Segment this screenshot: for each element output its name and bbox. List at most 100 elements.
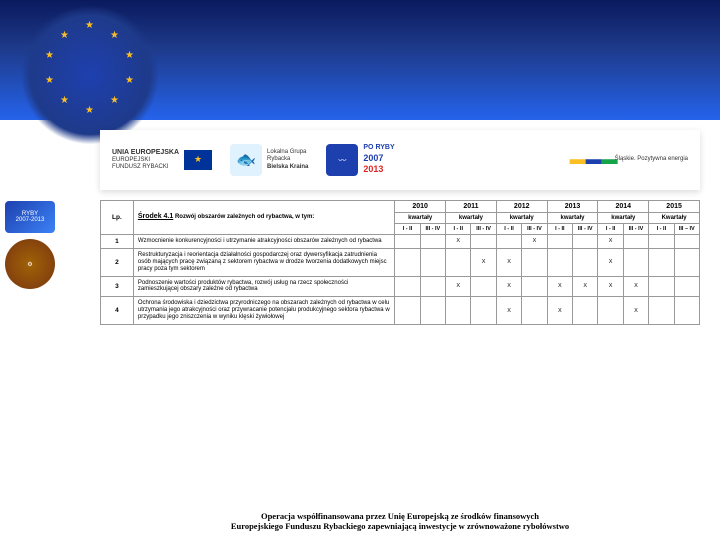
x-cell <box>395 248 420 276</box>
subcol: III - IV <box>522 224 547 235</box>
x-cell: X <box>471 248 496 276</box>
sidebar-badge-ryby: RYBY2007-2013 <box>5 201 55 233</box>
x-cell: X <box>496 276 521 297</box>
subcol: III – IV <box>674 224 699 235</box>
subcol: III - IV <box>471 224 496 235</box>
kw-2014: kwartały <box>598 213 649 224</box>
x-cell <box>420 235 445 249</box>
desc-cell: Restrukturyzacja i reorientacja działaln… <box>133 248 394 276</box>
desc-cell: Ochrona środowiska i dziedzictwa przyrod… <box>133 297 394 325</box>
x-cell: X <box>522 235 547 249</box>
year-2012: 2012 <box>496 201 547 213</box>
logo-slaskie: ▬▬▬ Śląskie. Pozytywna energia <box>578 144 688 176</box>
x-cell <box>649 297 674 325</box>
x-cell <box>471 297 496 325</box>
x-cell <box>674 248 699 276</box>
srodek-rest: Rozwój obszarów zależnych od rybactwa, w… <box>173 214 314 220</box>
x-cell: X <box>598 276 623 297</box>
x-cell <box>395 276 420 297</box>
main-table: Lp. Środek 4.1 Rozwój obszarów zależnych… <box>100 200 700 325</box>
x-cell <box>471 276 496 297</box>
srodek-bold: Środek 4.1 <box>138 213 173 220</box>
logo-bar: UNIA EUROPEJSKA EUROPEJSKI FUNDUSZ RYBAC… <box>100 130 700 190</box>
x-cell: X <box>547 276 572 297</box>
subcol: III - IV <box>573 224 598 235</box>
x-cell <box>420 276 445 297</box>
kw-2010: kwartały <box>395 213 446 224</box>
x-cell: X <box>496 297 521 325</box>
lgr-2: Rybacka <box>267 156 308 163</box>
main-table-wrap: Lp. Środek 4.1 Rozwój obszarów zależnych… <box>100 200 700 325</box>
x-cell <box>573 248 598 276</box>
x-cell <box>598 297 623 325</box>
left-sidebar: RYBY2007-2013 ⚙ <box>0 195 60 295</box>
year-2010: 2010 <box>395 201 446 213</box>
x-cell: X <box>496 248 521 276</box>
kw-2011: kwartały <box>446 213 497 224</box>
subcol: I - II <box>547 224 572 235</box>
x-cell <box>420 248 445 276</box>
x-cell <box>547 235 572 249</box>
footer-text: Operacja współfinansowana przez Unię Eur… <box>100 511 700 532</box>
lgr-1: Lokalna Grupa <box>267 149 308 156</box>
x-cell <box>649 276 674 297</box>
x-cell <box>547 248 572 276</box>
x-cell: X <box>598 248 623 276</box>
kw-2012: kwartały <box>496 213 547 224</box>
x-cell <box>573 235 598 249</box>
eu-stars: ★ ★ ★ ★ ★ ★ ★ ★ ★ ★ <box>40 20 140 120</box>
year-2015: 2015 <box>649 201 700 213</box>
lgr-3: Bielska Kraina <box>267 164 308 171</box>
logo-eu: UNIA EUROPEJSKA EUROPEJSKI FUNDUSZ RYBAC… <box>112 149 212 172</box>
x-cell <box>522 276 547 297</box>
ryby-2: 2007 <box>363 153 383 163</box>
subcol: I - II <box>395 224 420 235</box>
desc-cell: Podnoszenie wartości produktów rybactwa,… <box>133 276 394 297</box>
eu-flag-icon: ★ <box>184 150 212 170</box>
kw-2015: Kwartały <box>649 213 700 224</box>
subcol: III - IV <box>623 224 648 235</box>
x-cell <box>623 248 648 276</box>
x-cell: X <box>623 276 648 297</box>
x-cell: X <box>547 297 572 325</box>
eu-label-3: FUNDUSZ RYBACKI <box>112 164 179 171</box>
x-cell <box>573 297 598 325</box>
x-cell <box>674 235 699 249</box>
sidebar-badge-ministry: ⚙ <box>5 239 55 289</box>
ryby-3: 2013 <box>363 164 383 174</box>
eu-label-2: EUROPEJSKI <box>112 157 179 164</box>
subcol: I - II <box>446 224 471 235</box>
subcol: I - II <box>598 224 623 235</box>
desc-cell: Wzmocnienie konkurencyjności i utrzymani… <box>133 235 394 249</box>
eu-label-1: UNIA EUROPEJSKA <box>112 149 179 157</box>
x-cell <box>623 235 648 249</box>
x-cell <box>674 297 699 325</box>
slaskie-label: Śląskie. Pozytywna energia <box>615 156 688 163</box>
x-cell <box>649 248 674 276</box>
subcol: I - II <box>649 224 674 235</box>
x-cell <box>395 297 420 325</box>
year-2011: 2011 <box>446 201 497 213</box>
header-background: ★ ★ ★ ★ ★ ★ ★ ★ ★ ★ <box>0 0 720 120</box>
kw-2013: kwartały <box>547 213 598 224</box>
x-cell: X <box>623 297 648 325</box>
x-cell <box>649 235 674 249</box>
x-cell <box>446 297 471 325</box>
subcol: I - II <box>496 224 521 235</box>
x-cell: X <box>573 276 598 297</box>
lp-cell: 1 <box>101 235 134 249</box>
subcol: III - IV <box>420 224 445 235</box>
x-cell <box>674 276 699 297</box>
x-cell <box>496 235 521 249</box>
wave-icon: 〰 <box>326 144 358 176</box>
year-2013: 2013 <box>547 201 598 213</box>
lp-header: Lp. <box>101 201 134 235</box>
x-cell: X <box>446 276 471 297</box>
footer-line-1: Operacja współfinansowana przez Unię Eur… <box>100 511 700 522</box>
x-cell <box>471 235 496 249</box>
logo-poryby: 〰 PO RYBY 2007 2013 <box>326 144 394 176</box>
x-cell <box>395 235 420 249</box>
x-cell <box>420 297 445 325</box>
x-cell <box>446 248 471 276</box>
x-cell: X <box>446 235 471 249</box>
